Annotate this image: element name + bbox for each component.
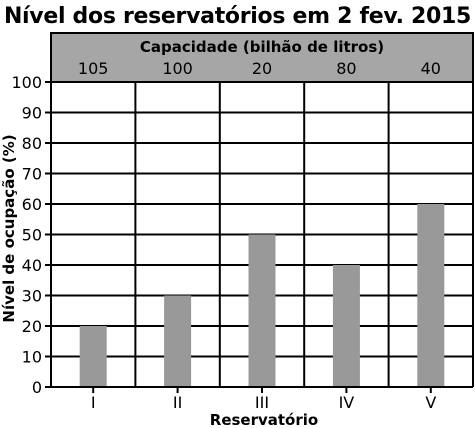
capacity-header-band [50, 32, 474, 83]
y-tick-label: 0 [32, 378, 42, 397]
capacity-value: 105 [78, 59, 109, 78]
y-tick-label: 80 [22, 134, 42, 153]
capacity-value: 80 [336, 59, 356, 78]
bar [164, 295, 192, 387]
capacity-value: 40 [421, 59, 441, 78]
bar [332, 265, 360, 387]
y-tick-label: 90 [22, 104, 42, 123]
capacity-value: 100 [162, 59, 193, 78]
x-tick-label: II [173, 393, 182, 412]
x-tick-label: V [425, 393, 436, 412]
bar [79, 326, 107, 387]
x-tick-label: IV [339, 393, 355, 412]
y-tick-label: 10 [22, 348, 42, 367]
chart-title: Nível dos reservatórios em 2 fev. 2015 [3, 4, 472, 29]
y-tick-label: 20 [22, 317, 42, 336]
y-tick-label: 30 [22, 287, 42, 306]
y-tick-label: 40 [22, 256, 42, 275]
x-axis-title: Reservatório [210, 411, 318, 428]
bar [417, 204, 445, 387]
y-tick-label: 100 [11, 73, 42, 92]
y-tick-label: 60 [22, 195, 42, 214]
y-tick-label: 50 [22, 226, 42, 245]
capacity-header-label: Capacidade (bilhão de litros) [140, 38, 384, 56]
x-tick-label: I [91, 393, 96, 412]
capacity-value: 20 [252, 59, 272, 78]
bar [248, 234, 276, 387]
y-axis-title: Nível de ocupação (%) [0, 134, 18, 322]
x-tick-label: III [255, 393, 269, 412]
y-tick-label: 70 [22, 165, 42, 184]
